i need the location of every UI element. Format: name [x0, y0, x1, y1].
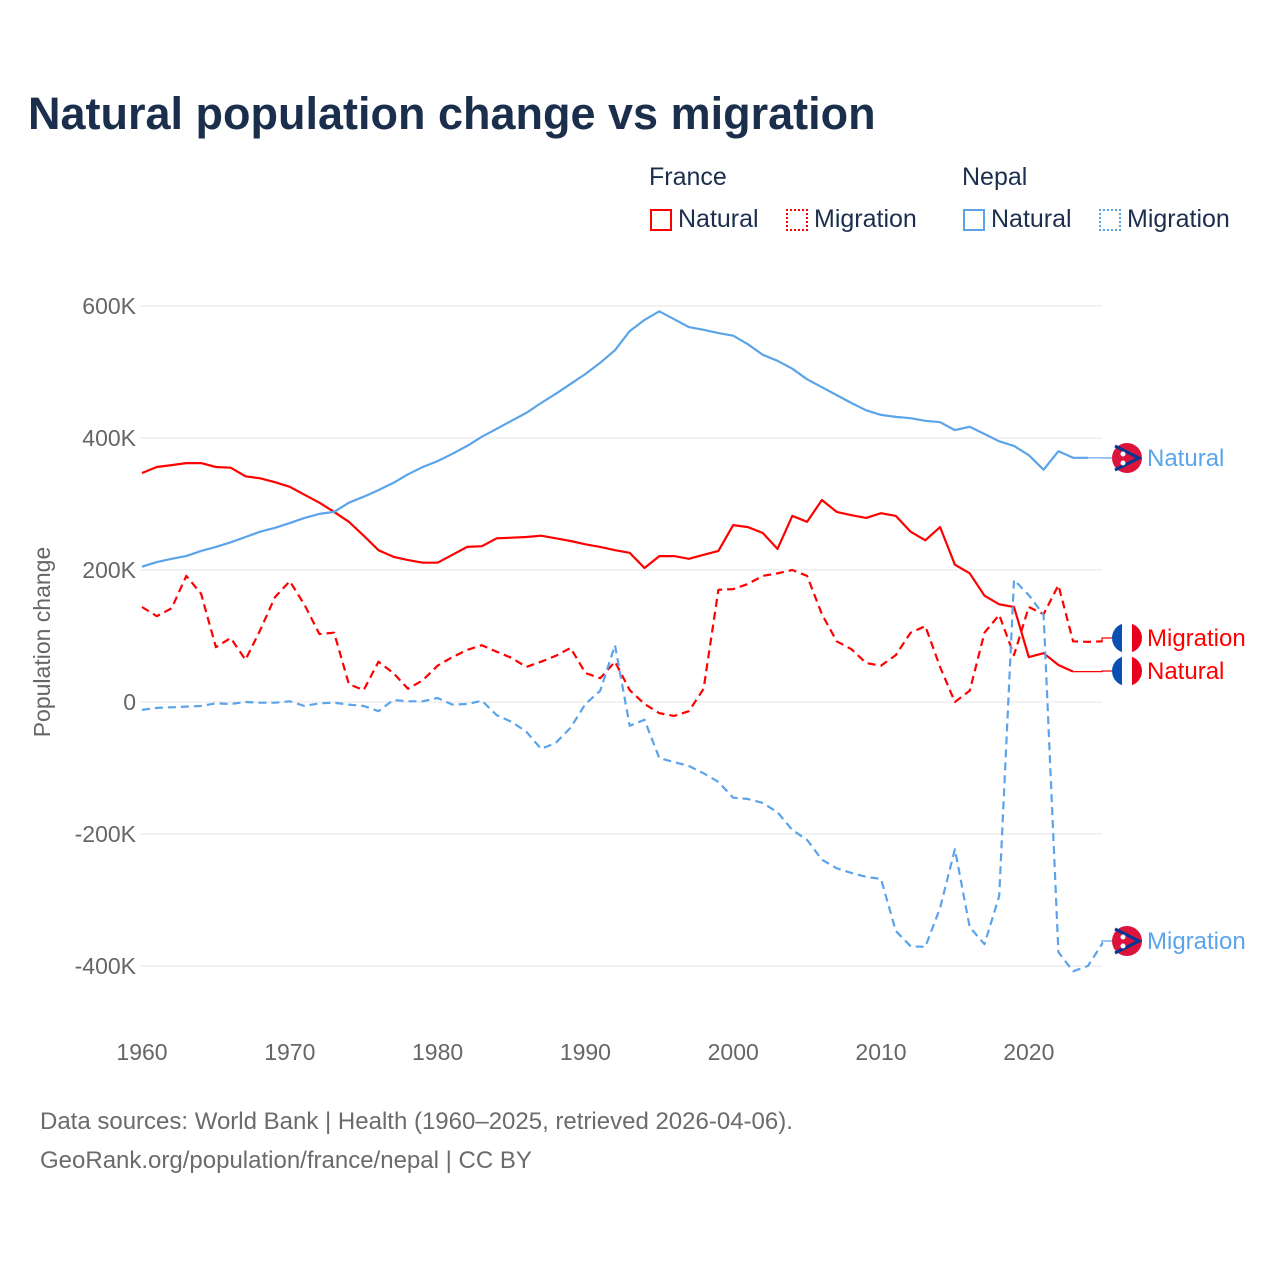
solid-swatch-icon: [650, 208, 672, 231]
y-tick-label: -200K: [75, 821, 137, 847]
solid-swatch-icon: [963, 208, 985, 231]
end-label-nepal-migration: Migration: [1147, 928, 1246, 955]
dotted-swatch-icon: [1099, 208, 1121, 231]
y-axis-title: Population change: [29, 547, 55, 738]
france-flag-icon: [1112, 623, 1142, 653]
y-tick-label: -400K: [75, 953, 137, 979]
label-connector: [1101, 940, 1112, 944]
y-tick-label: 400K: [82, 425, 136, 451]
x-tick-label: 1980: [412, 1039, 463, 1065]
legend-item-nepal-migration[interactable]: Migration: [1099, 205, 1230, 234]
nepal-flag-icon: [1112, 926, 1143, 956]
chart-title: Natural population change vs migration: [28, 88, 876, 139]
legend-item-nepal-natural[interactable]: Natural: [963, 205, 1072, 234]
x-tick-label: 1970: [264, 1039, 315, 1065]
series-line-nepal-natural: [141, 310, 1088, 568]
label-connector: [1073, 670, 1112, 673]
france-flag-icon: [1112, 656, 1142, 686]
x-tick-label: 2000: [708, 1039, 759, 1065]
legend-label: Migration: [1127, 205, 1230, 233]
legend-group-nepal: Nepal: [962, 163, 1028, 191]
nepal-flag-icon: [1112, 443, 1143, 473]
series-line-france-natural: [141, 462, 1074, 673]
x-tick-label: 1990: [560, 1039, 611, 1065]
end-label-nepal-natural: Natural: [1147, 445, 1224, 472]
x-tick-label: 2010: [855, 1039, 906, 1065]
legend-group-france: France: [649, 163, 727, 191]
y-tick-label: 200K: [82, 557, 136, 583]
legend-item-france-natural[interactable]: Natural: [650, 205, 759, 234]
end-label-france-natural: Natural: [1147, 658, 1224, 685]
y-tick-label: 0: [123, 689, 136, 715]
legend-label: Natural: [678, 205, 759, 233]
series-line-france-migration: [141, 568, 1103, 717]
dotted-swatch-icon: [786, 208, 808, 231]
y-tick-label: 600K: [82, 293, 136, 319]
label-connector: [1101, 637, 1112, 642]
legend-label: Natural: [991, 205, 1072, 233]
legend-label: Migration: [814, 205, 917, 233]
series-line-nepal-migration: [141, 578, 1104, 973]
x-tick-label: 1960: [116, 1039, 167, 1065]
footer-link[interactable]: GeoRank.org/population/france/nepal | CC…: [40, 1147, 532, 1174]
legend-item-france-migration[interactable]: Migration: [786, 205, 917, 234]
footer-sources: Data sources: World Bank | Health (1960–…: [40, 1108, 793, 1135]
x-tick-label: 2020: [1003, 1039, 1054, 1065]
end-label-france-migration: Migration: [1147, 625, 1246, 652]
